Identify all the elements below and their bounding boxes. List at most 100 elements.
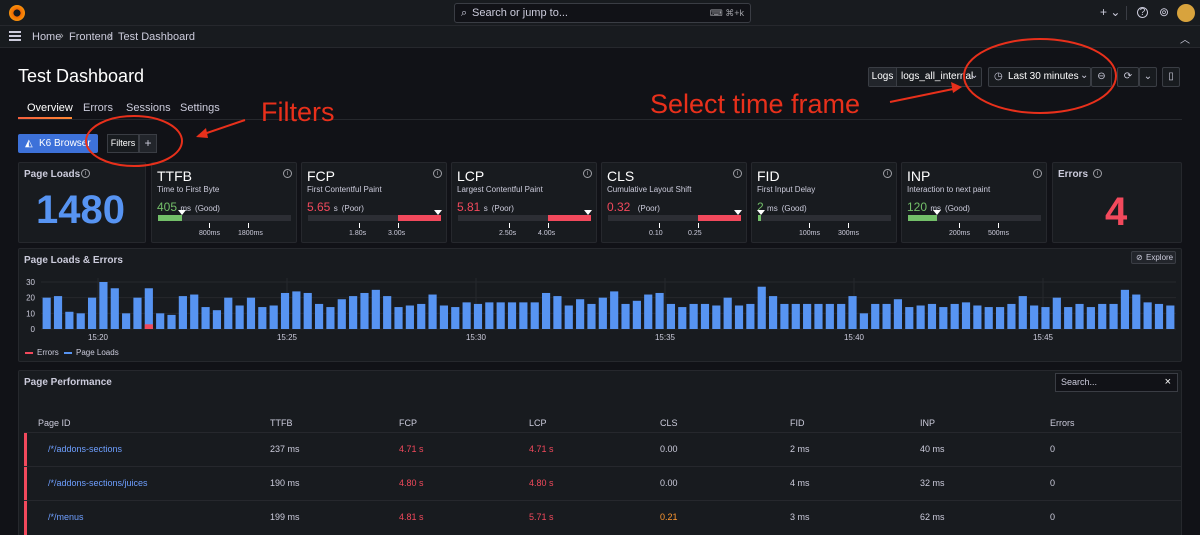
news-rss-icon[interactable]: ⊚ <box>1159 5 1170 19</box>
threshold-label: 2.50s <box>499 230 517 237</box>
clear-search-icon[interactable]: × <box>1164 376 1171 388</box>
info-icon[interactable]: i <box>583 169 592 178</box>
page-link[interactable]: /*/menus <box>48 512 84 522</box>
legend-errors[interactable]: Errors <box>25 348 59 357</box>
table-cell: 4.80 s <box>529 478 554 488</box>
vital-unit: ms <box>180 204 192 213</box>
vital-value: 405 ms (Good) <box>157 200 220 214</box>
info-icon[interactable]: i <box>883 169 892 178</box>
add-filter-button[interactable]: + <box>139 134 157 153</box>
menu-icon[interactable] <box>9 31 21 41</box>
vital-description: Interaction to next paint <box>907 185 991 194</box>
refresh-interval-dropdown[interactable]: ⌄ <box>1139 67 1157 87</box>
table-row[interactable]: /*/addons-sections 237 ms 4.71 s 4.71 s 0.00… <box>24 432 1182 467</box>
info-icon[interactable]: i <box>283 169 292 178</box>
vital-marker <box>734 210 742 215</box>
column-header[interactable]: FID <box>790 418 805 428</box>
column-header[interactable]: CLS <box>660 418 678 428</box>
vital-status: (Poor) <box>341 204 364 213</box>
page-link[interactable]: /*/addons-sections/juices <box>48 478 148 488</box>
annotation-filters-text: Filters <box>261 97 335 127</box>
search-input[interactable]: ⌕ Search or jump to... ⌨ ⌘+k <box>454 3 751 23</box>
column-header[interactable]: Page ID <box>38 418 71 428</box>
table-row[interactable]: /*/menus 199 ms 4.81 s 5.71 s 0.21 3 ms 62 ms 0 <box>24 500 1182 535</box>
share-icon[interactable]: ▯ <box>1162 67 1180 87</box>
column-header[interactable]: INP <box>920 418 936 428</box>
vital-value: 2 ms (Good) <box>757 200 807 214</box>
info-icon[interactable]: i <box>733 169 742 178</box>
add-menu-button[interactable]: + ⌄ <box>1100 5 1121 19</box>
table-cell: 5.71 s <box>529 512 554 522</box>
table-search-input[interactable]: Search... × <box>1055 373 1178 392</box>
panel-title: Errors <box>1058 169 1089 180</box>
vital-description: Cumulative Layout Shift <box>607 185 692 194</box>
help-icon[interactable]: ? <box>1137 7 1148 18</box>
tab-settings[interactable]: Settings <box>180 102 220 114</box>
column-header[interactable]: TTFB <box>270 418 293 428</box>
threshold-label: 3.00s <box>388 230 406 237</box>
table-cell: 2 ms <box>790 444 810 454</box>
breadcrumb-frontend[interactable]: Frontend <box>69 31 114 43</box>
vital-marker <box>178 210 186 215</box>
threshold-tick <box>959 223 960 228</box>
threshold-tick <box>848 223 849 228</box>
threshold-tick <box>398 223 399 228</box>
vital-name: INP <box>907 168 931 184</box>
page-link[interactable]: /*/addons-sections <box>48 444 123 454</box>
info-icon[interactable]: i <box>81 169 90 178</box>
panel-title: Page Loads <box>24 169 81 180</box>
info-icon[interactable]: i <box>433 169 442 178</box>
row-accent <box>24 467 27 501</box>
table-cell: 237 ms <box>270 444 300 454</box>
breadcrumb-home[interactable]: Home <box>32 31 62 43</box>
page-title: Test Dashboard <box>18 66 145 86</box>
vital-number: 2 <box>757 200 764 214</box>
clock-icon: ◷ <box>994 71 1003 82</box>
collapse-chevron-icon[interactable]: ︿ <box>1180 35 1190 46</box>
vital-name: CLS <box>607 168 635 184</box>
row-accent <box>24 501 27 535</box>
avatar[interactable] <box>1177 4 1195 22</box>
tab-overview[interactable]: Overview <box>27 102 73 114</box>
time-range-picker[interactable]: ◷ Last 30 minutes ⌄ <box>988 67 1091 87</box>
zoom-out-button[interactable]: ⊖ <box>1091 67 1112 87</box>
legend-swatch <box>25 351 33 354</box>
table-cell: 0.00 <box>660 444 678 454</box>
logs-label: Logs <box>869 68 897 86</box>
keyboard-shortcut: ⌨ ⌘+k <box>709 8 744 18</box>
column-header[interactable]: LCP <box>529 418 547 428</box>
vital-gauge <box>158 215 291 221</box>
info-icon[interactable]: i <box>1033 169 1042 178</box>
datasource-picker[interactable]: Logs logs_all_internal ⌄ <box>868 67 982 87</box>
tab-divider <box>18 119 1182 120</box>
vital-value: 5.81 s (Poor) <box>457 200 514 214</box>
table-cell: 0 <box>1050 444 1056 454</box>
table-row[interactable]: /*/addons-sections/juices 190 ms 4.80 s 4.8… <box>24 466 1182 501</box>
k6-icon: ◭ <box>25 138 33 149</box>
grafana-logo-icon[interactable] <box>9 5 25 21</box>
table-cell: 0 <box>1050 478 1056 488</box>
time-frame-arrow <box>889 87 959 103</box>
column-header[interactable]: FCP <box>399 418 417 428</box>
datasource-name: logs_all_internal <box>901 71 974 82</box>
threshold-tick <box>209 223 210 228</box>
table-title: Page Performance <box>24 377 112 388</box>
refresh-button[interactable]: ⟳ <box>1117 67 1139 87</box>
vital-unit: s <box>333 204 338 213</box>
vital-value: 0.32 (Poor) <box>607 200 660 214</box>
legend-page-loads[interactable]: Page Loads <box>64 348 119 357</box>
k6-browser-button[interactable]: ◭ K6 Browser <box>18 134 98 153</box>
vital-status: (Good) <box>945 204 970 213</box>
tab-sessions[interactable]: Sessions <box>126 102 171 114</box>
vital-panel-cls: CLS Cumulative Layout Shift i 0.32 (Poor) 0.… <box>601 162 747 243</box>
column-header[interactable]: Errors <box>1050 418 1075 428</box>
explore-button[interactable]: ⊘ Explore <box>1131 251 1176 264</box>
vital-unit: s <box>483 204 488 213</box>
table-cell: 4 ms <box>790 478 810 488</box>
tab-errors[interactable]: Errors <box>83 102 113 114</box>
vital-gauge <box>758 215 891 221</box>
vital-status: (Poor) <box>637 204 660 213</box>
vital-gauge <box>608 215 741 221</box>
info-icon[interactable]: i <box>1093 169 1102 178</box>
active-tab-indicator <box>18 117 72 119</box>
